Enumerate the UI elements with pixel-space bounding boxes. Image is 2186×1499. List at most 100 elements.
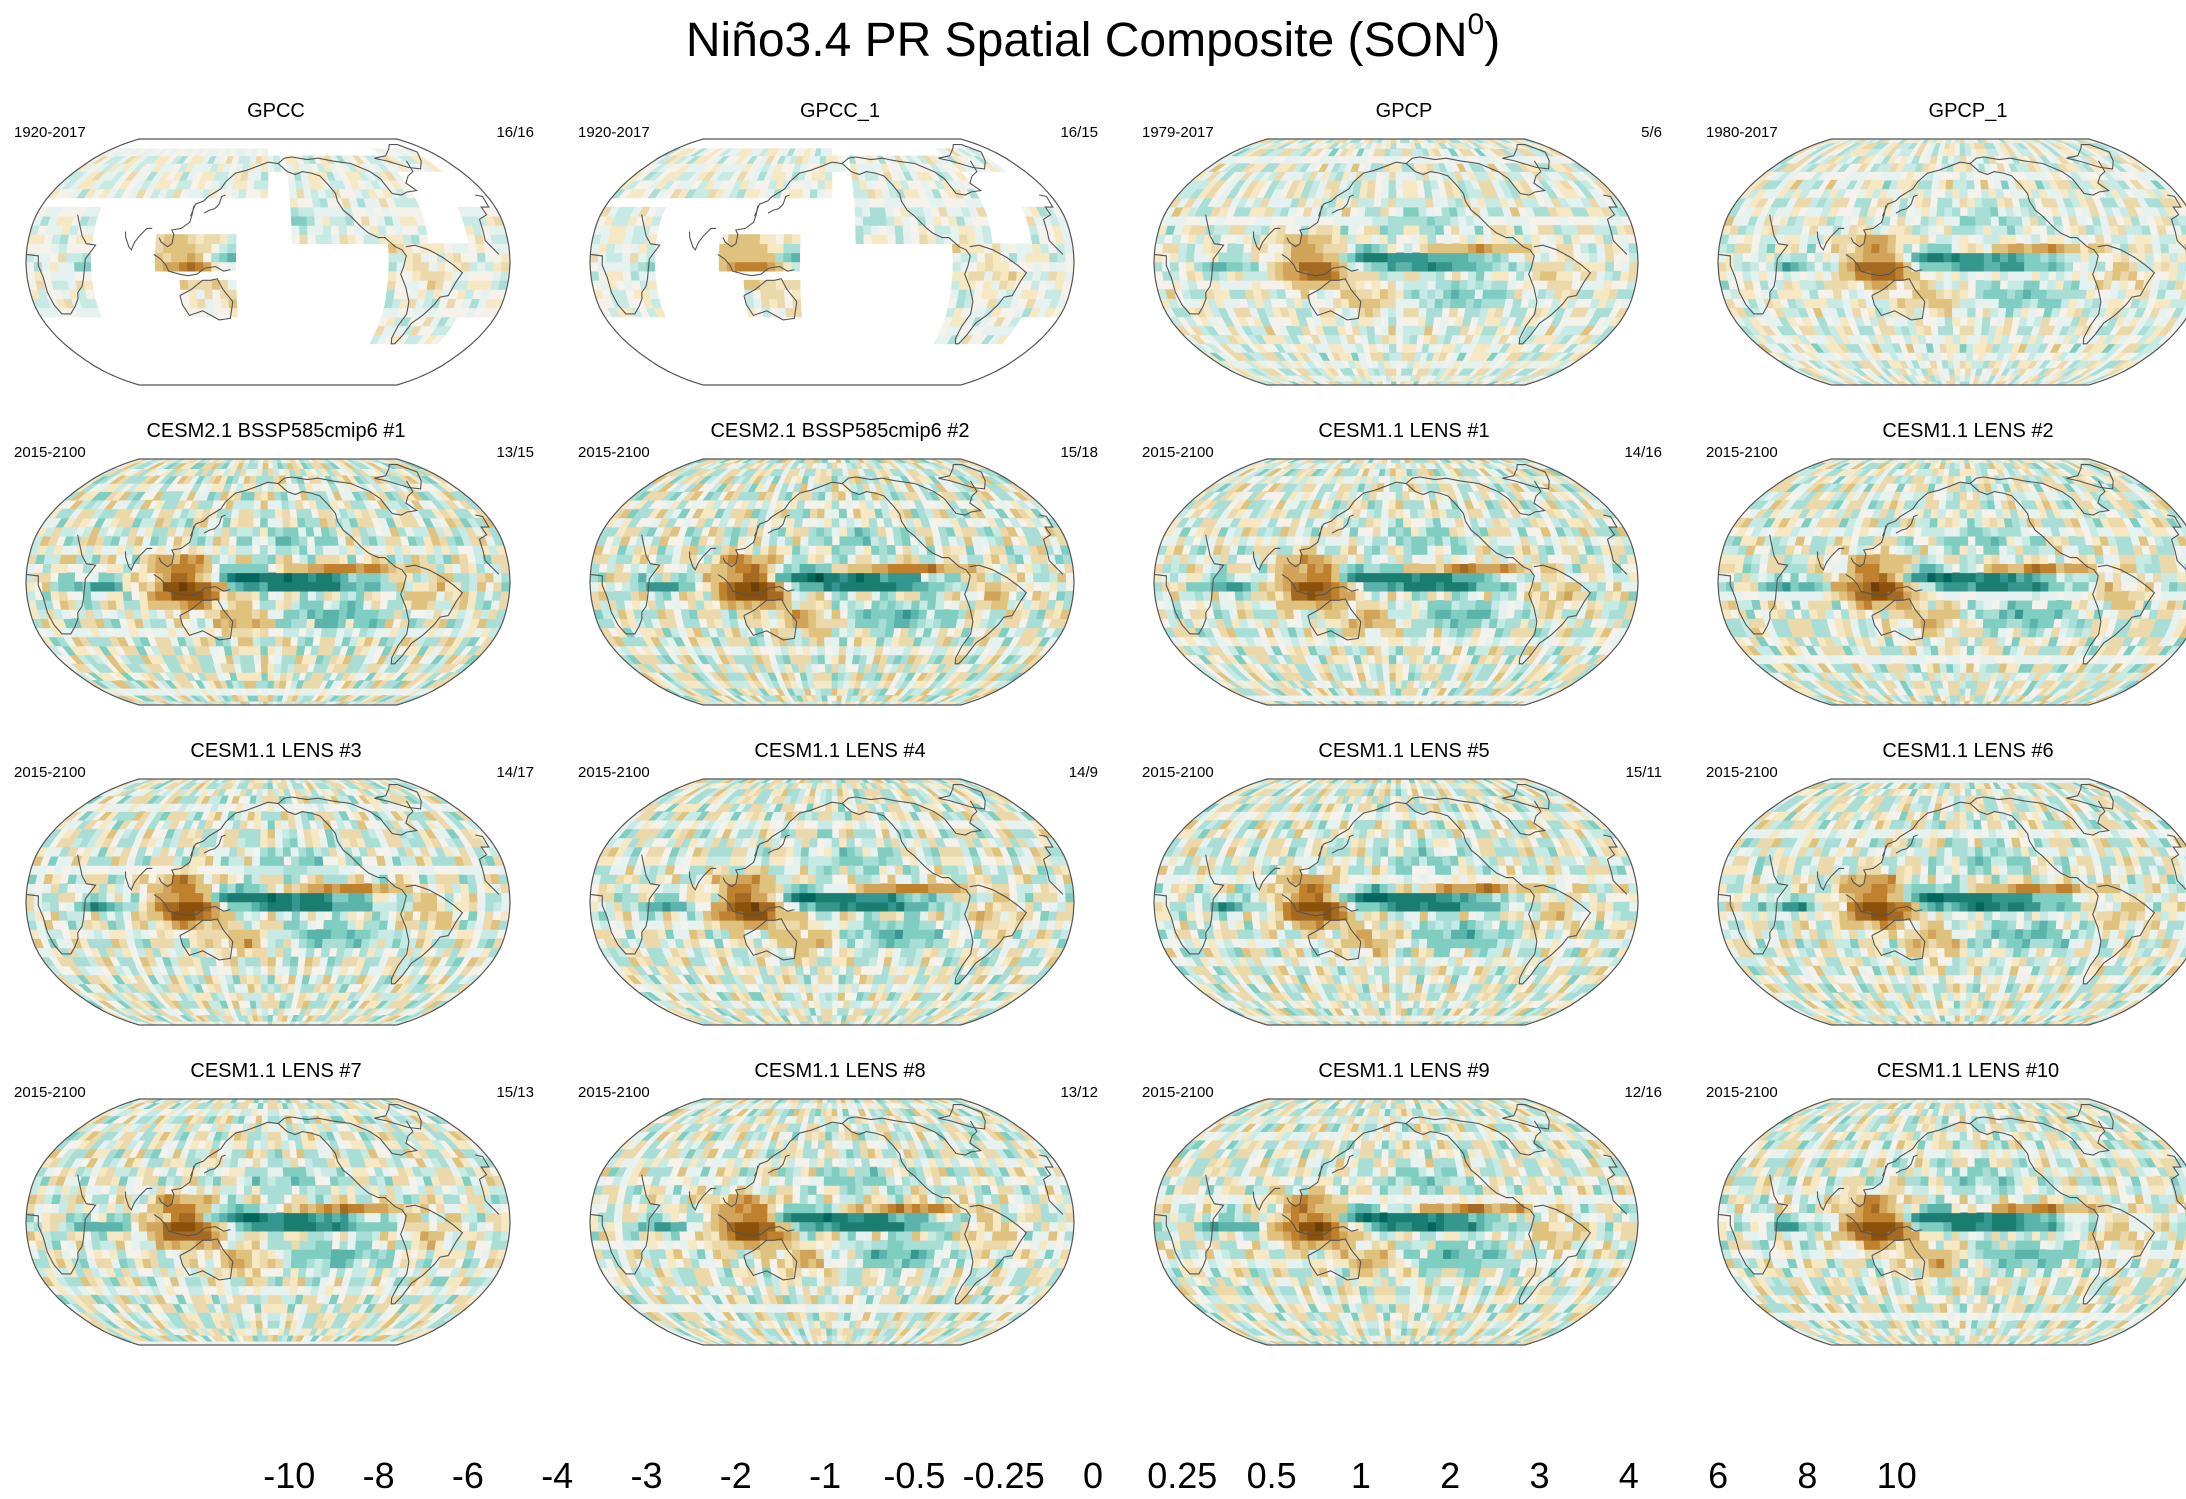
field-cell (211, 252, 221, 263)
field-cell (2159, 243, 2170, 254)
field-cell (999, 270, 1010, 281)
field-cell (1269, 139, 1285, 144)
coastline (158, 205, 195, 248)
field-cell (394, 280, 405, 290)
field-cell (1380, 307, 1389, 318)
field-cell (178, 252, 188, 263)
field-cell (2055, 243, 2066, 254)
field-cell (605, 252, 615, 263)
field-cell (1954, 374, 1961, 382)
field-cell (1475, 234, 1485, 244)
field-cell (727, 234, 737, 244)
field-cell (305, 206, 315, 217)
field-cell (1387, 243, 1397, 254)
map-canvas (1153, 138, 1639, 386)
field-cell (2080, 252, 2090, 263)
field-cell (2002, 325, 2012, 336)
field-cell (855, 225, 865, 235)
field-cell (181, 298, 191, 309)
field-cell (493, 252, 503, 263)
field-cell (1007, 243, 1018, 254)
field-cell (1790, 243, 1801, 254)
field-cell (404, 261, 414, 272)
field-cell (396, 252, 406, 263)
field-cell (894, 225, 904, 235)
field-cell (252, 188, 262, 199)
field-cell (186, 252, 196, 263)
field-cell (2075, 139, 2092, 144)
field-cell (1466, 225, 1476, 235)
field-cell (1466, 289, 1476, 299)
field-cell (314, 215, 324, 226)
field-cell (1258, 270, 1269, 281)
field-cell (1959, 148, 1967, 157)
field-cell (941, 225, 952, 235)
field-cell (1427, 225, 1437, 235)
field-cell (1895, 252, 1904, 263)
field-cell (1250, 270, 1261, 281)
field-cell (1953, 352, 1961, 361)
field-cell (1847, 280, 1858, 290)
field-cell (622, 270, 633, 281)
field-cell (1562, 280, 1573, 290)
field-cell (1434, 289, 1445, 299)
field-cell (2039, 243, 2049, 254)
field-cell (290, 206, 300, 217)
field-cell (1332, 298, 1343, 309)
field-cell (2110, 234, 2121, 244)
field-cell (1511, 298, 1523, 309)
field-cell (1595, 270, 1606, 281)
field-cell (974, 280, 985, 290)
field-cell (1539, 270, 1550, 281)
field-cell (1306, 139, 1319, 144)
field-cell (204, 298, 215, 309)
field-cell (1798, 252, 1808, 263)
field-cell (236, 627, 246, 638)
field-cell (278, 680, 287, 689)
field-cell (1000, 252, 1010, 263)
field-cell (84, 289, 96, 299)
field-cell (2070, 280, 2081, 290)
field-cell (1563, 243, 1574, 254)
field-cell (1870, 252, 1880, 263)
field-cell (1379, 225, 1389, 235)
field-cell (1792, 225, 1804, 235)
field-cell (1757, 252, 1768, 263)
field-cell (1959, 234, 1969, 244)
field-cell (195, 252, 204, 263)
field-cell (630, 243, 641, 254)
field-cell (1953, 367, 1961, 376)
field-cell (1838, 270, 1849, 281)
field-cell (2128, 261, 2138, 272)
field-cell (1379, 298, 1389, 309)
field-cell (363, 234, 373, 244)
map-outline (25, 138, 511, 386)
coastline (1816, 227, 1845, 251)
field-cell (1959, 261, 1969, 272)
field-cell (2027, 206, 2038, 217)
field-cell (2015, 243, 2025, 254)
field-cell (2046, 225, 2056, 235)
field-cell (1388, 171, 1397, 181)
field-cell (288, 188, 298, 199)
precip-field (26, 459, 510, 705)
field-cell (1031, 243, 1042, 254)
field-cell (2063, 270, 2074, 281)
field-cell (1331, 270, 1341, 281)
field-cell (1943, 243, 1953, 254)
field-cell (419, 270, 430, 281)
field-cell (1629, 252, 1638, 263)
field-cell (1951, 298, 1961, 309)
map-panel: GPCC 1920-2017 16/16 (6, 100, 546, 410)
field-cell (41, 261, 51, 272)
field-cell (1974, 206, 1984, 217)
field-cell (1426, 215, 1436, 226)
field-cell (824, 171, 833, 181)
field-cell (919, 234, 929, 244)
field-cell (775, 234, 785, 244)
field-cell (1449, 215, 1460, 226)
field-cell (653, 206, 666, 217)
field-cell (444, 261, 454, 272)
field-cell (1975, 234, 1985, 244)
field-cell (1194, 270, 1205, 281)
